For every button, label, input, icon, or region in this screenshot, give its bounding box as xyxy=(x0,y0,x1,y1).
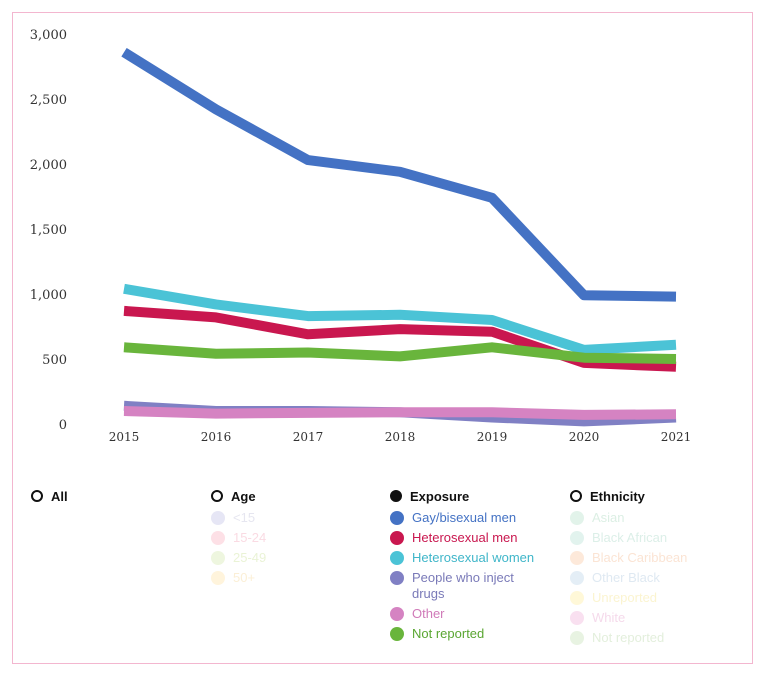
x-tick-label: 2021 xyxy=(661,430,692,444)
legend-all-label: All xyxy=(51,488,68,504)
x-tick-label: 2020 xyxy=(569,430,600,444)
legend-ethnicity[interactable]: Ethnicity Asian Black African Black Caribb… xyxy=(570,486,687,648)
legend-item-label: Black African xyxy=(592,530,668,545)
legend-item-label: Gay/bisexual men xyxy=(412,510,517,525)
x-tick-label: 2016 xyxy=(201,430,232,444)
legend-dot-icon xyxy=(390,551,404,565)
legend-item-label: Other xyxy=(412,606,445,621)
ethnicity-radio-icon[interactable] xyxy=(570,490,582,502)
legend-dot-icon xyxy=(390,607,404,621)
x-axis-ticks: 2015 2016 2017 2018 2019 2020 2021 xyxy=(109,430,692,444)
legend-exposure[interactable]: Exposure Gay/bisexual men Heterosexual me… xyxy=(390,486,534,644)
legend-item-exposure-2[interactable]: Heterosexual women xyxy=(390,548,534,568)
legend-item-ethnicity-1[interactable]: Black African xyxy=(570,528,687,548)
legend-item-label: Heterosexual men xyxy=(412,530,518,545)
y-tick-label: 1,000 xyxy=(30,288,67,303)
y-tick-label: 1,500 xyxy=(30,223,67,238)
legend-item-label: Black Caribbean xyxy=(592,550,688,565)
legend-item-exposure-5[interactable]: Not reported xyxy=(390,624,534,644)
legend-item-ethnicity-4[interactable]: Unreported xyxy=(570,588,687,608)
x-tick-label: 2015 xyxy=(109,430,140,444)
legend-dot-icon xyxy=(570,591,584,605)
legend-dot-icon xyxy=(390,511,404,525)
legend-dot-icon xyxy=(570,571,584,585)
legend-exposure-label: Exposure xyxy=(410,488,470,504)
legend-dot-icon xyxy=(211,551,225,565)
y-tick-label: 0 xyxy=(59,418,67,433)
legend-dot-icon xyxy=(390,571,404,585)
age-items: <15 15-24 25-49 50+ xyxy=(211,508,266,588)
series-line-not-reported[interactable] xyxy=(123,342,677,364)
y-tick-label: 2,500 xyxy=(30,93,67,108)
legend-item-age-1[interactable]: 15-24 xyxy=(211,528,266,548)
legend-age[interactable]: Age <15 15-24 25-49 50+ xyxy=(211,486,266,588)
all-radio-icon[interactable] xyxy=(31,490,43,502)
y-tick-label: 3,000 xyxy=(30,28,67,43)
series-line-heterosexual-men[interactable] xyxy=(123,305,677,372)
legend-item-label: White xyxy=(592,610,626,625)
y-axis-ticks: 0 500 1,000 1,500 2,000 2,500 3,000 xyxy=(30,28,67,433)
legend-item-label: Asian xyxy=(592,510,625,525)
chart-frame xyxy=(12,12,753,664)
exposure-items: Gay/bisexual men Heterosexual men Heterose… xyxy=(390,508,534,644)
legend-dot-icon xyxy=(570,551,584,565)
x-tick-label: 2017 xyxy=(293,430,324,444)
x-tick-label: 2019 xyxy=(477,430,508,444)
legend-dot-icon xyxy=(211,511,225,525)
exposure-radio-icon[interactable] xyxy=(390,490,402,502)
y-tick-label: 500 xyxy=(42,353,67,368)
legend-age-label: Age xyxy=(231,488,256,504)
legend-item-label: Not reported xyxy=(412,626,485,641)
legend-dot-icon xyxy=(570,611,584,625)
series-line-other[interactable] xyxy=(123,406,677,420)
x-tick-label: 2018 xyxy=(385,430,416,444)
legend-item-label: Not reported xyxy=(592,630,665,645)
legend-dot-icon xyxy=(570,631,584,645)
ethnicity-items: Asian Black African Black Caribbean Other B… xyxy=(570,508,687,648)
legend-item-age-3[interactable]: 50+ xyxy=(211,568,266,588)
legend-all[interactable]: All xyxy=(31,486,68,506)
legend-dot-icon xyxy=(390,627,404,641)
legend-dot-icon xyxy=(390,531,404,545)
legend-dot-icon xyxy=(211,571,225,585)
legend-item-exposure-4[interactable]: Other xyxy=(390,604,534,624)
series-lines xyxy=(121,47,677,427)
legend-item-exposure-0[interactable]: Gay/bisexual men xyxy=(390,508,534,528)
legend-item-ethnicity-6[interactable]: Not reported xyxy=(570,628,687,648)
legend-item-label: 25-49 xyxy=(233,550,267,565)
legend-item-ethnicity-2[interactable]: Black Caribbean xyxy=(570,548,687,568)
legend-item-age-2[interactable]: 25-49 xyxy=(211,548,266,568)
age-radio-icon[interactable] xyxy=(211,490,223,502)
legend-item-label: <15 xyxy=(233,510,256,525)
legend-item-label: Unreported xyxy=(592,590,658,605)
series-line-heterosexual-women[interactable] xyxy=(123,283,677,355)
legend-item-exposure-3[interactable]: People who inject drugs xyxy=(390,568,534,604)
legend-dot-icon xyxy=(211,531,225,545)
legend-item-label: 15-24 xyxy=(233,530,267,545)
legend-item-ethnicity-0[interactable]: Asian xyxy=(570,508,687,528)
legend-item-label: People who inject drugs xyxy=(412,570,514,601)
legend-ethnicity-label: Ethnicity xyxy=(590,488,645,504)
y-tick-label: 2,000 xyxy=(30,158,67,173)
legend-item-label: Heterosexual women xyxy=(412,550,535,565)
legend-item-ethnicity-3[interactable]: Other Black xyxy=(570,568,687,588)
legend-dot-icon xyxy=(570,531,584,545)
legend-item-label: 50+ xyxy=(233,570,256,585)
legend-item-ethnicity-5[interactable]: White xyxy=(570,608,687,628)
legend-item-exposure-1[interactable]: Heterosexual men xyxy=(390,528,534,548)
legend-item-age-0[interactable]: <15 xyxy=(211,508,266,528)
legend-item-label: Other Black xyxy=(592,570,660,585)
legend-dot-icon xyxy=(570,511,584,525)
series-line-gay-bisexual-men[interactable] xyxy=(121,47,677,302)
